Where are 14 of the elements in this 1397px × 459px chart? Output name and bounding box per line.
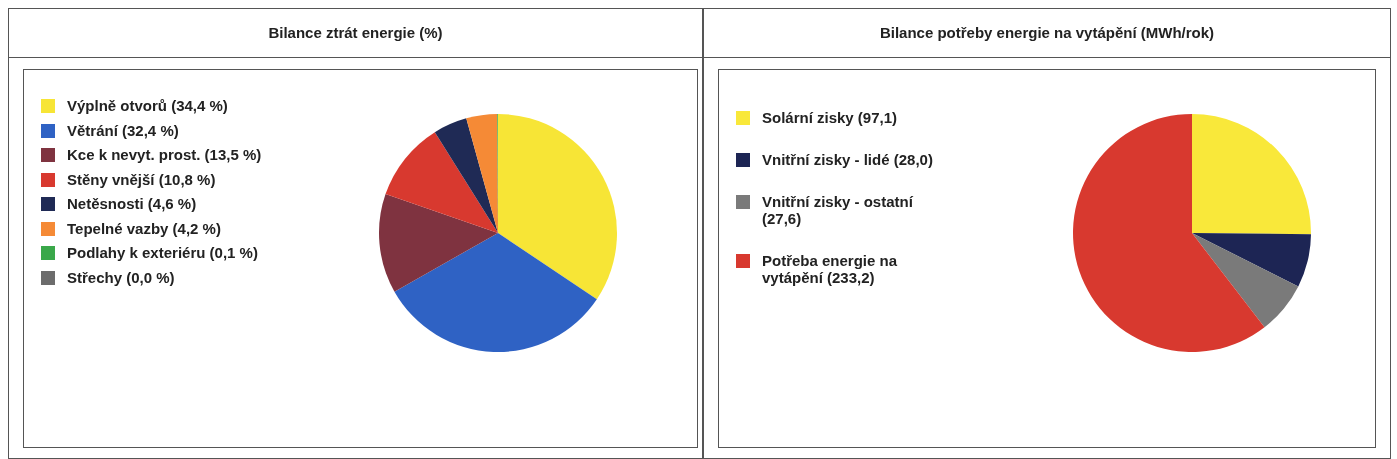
chart-title: Bilance ztrát energie (%) [9,9,702,58]
legend-label: Vnitřní zisky - lidé (28,0) [762,151,933,168]
legend-label: Výplně otvorů (34,4 %) [67,97,228,114]
legend-label: Stěny vnější (10,8 %) [67,170,216,188]
legend-label: Střechy (0,0 %) [67,268,175,286]
chart-title: Bilance potřeby energie na vytápění (MWh/rok) [704,9,1390,58]
legend-label: Podlahy k exteriéru (0,1 %) [67,244,258,261]
legend-label: Vnitřní zisky - ostatní (27,6) [762,193,913,227]
legend-label: Tepelné vazby (4,2 %) [67,219,221,237]
legend-label: Solární zisky (97,1) [762,109,898,126]
legend-label: Potřeba energie na vytápění (233,2) [762,252,898,286]
legend-label: Větrání (32,4 %) [67,121,179,139]
legend-label: Netěsnosti (4,6 %) [67,195,197,212]
legend-label: Kce k nevyt. prost. (13,5 %) [67,146,262,163]
